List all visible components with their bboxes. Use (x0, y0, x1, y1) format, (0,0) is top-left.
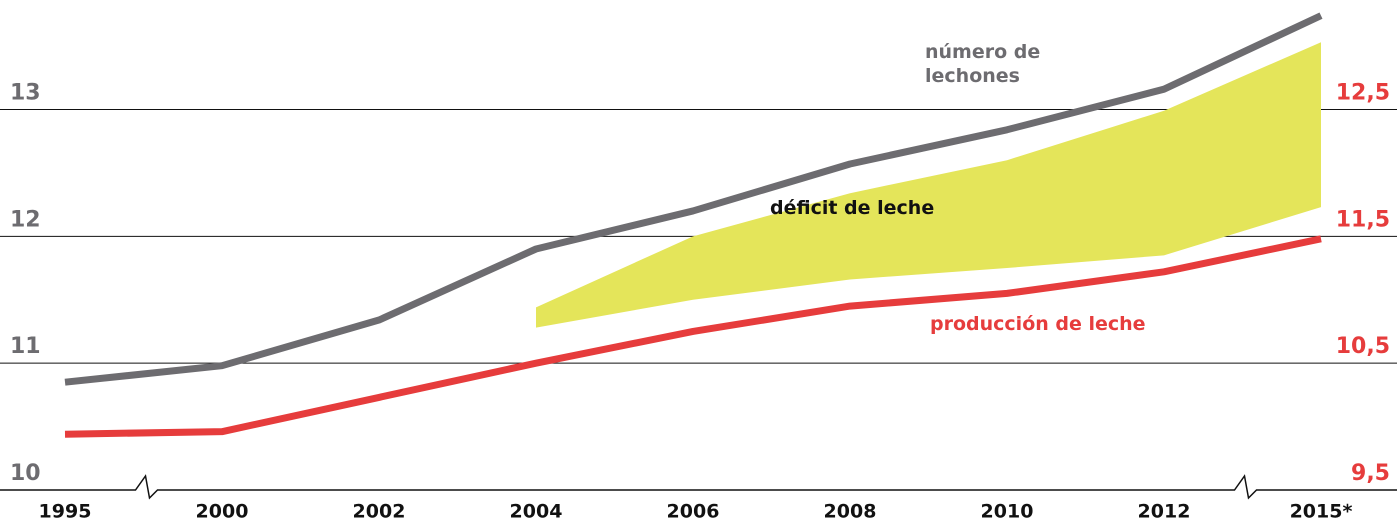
y-tick-label: 13 (10, 80, 41, 105)
grid-line (0, 474, 1397, 500)
y2-tick-label: 12,5 (1336, 80, 1390, 105)
x-tick-label: 2008 (824, 501, 877, 523)
series-label: déficit de leche (770, 197, 935, 219)
x-tick-label: 2015* (1290, 501, 1353, 523)
x-tick-label: 2010 (981, 501, 1034, 523)
x-tick-label: 2006 (667, 501, 720, 523)
y2-tick-label: 11,5 (1336, 207, 1390, 232)
y-tick-label: 11 (10, 334, 41, 359)
series-label: producción de leche (930, 313, 1146, 335)
line (64, 235, 1322, 438)
x-tick-label: 2000 (196, 501, 249, 523)
y2-tick-label: 9,5 (1351, 461, 1390, 486)
y-tick-label: 12 (10, 207, 41, 232)
area (536, 42, 1321, 328)
series-label: número de lechones (925, 41, 1041, 87)
x-tick-label: 1995 (39, 501, 92, 523)
plot-area (64, 12, 1323, 438)
x-tick-label: 2002 (353, 501, 406, 523)
y-tick-label: 10 (10, 461, 41, 486)
x-tick-label: 2012 (1138, 501, 1191, 523)
y2-tick-label: 10,5 (1336, 334, 1390, 359)
line (64, 12, 1323, 386)
x-tick-label: 2004 (510, 501, 563, 523)
